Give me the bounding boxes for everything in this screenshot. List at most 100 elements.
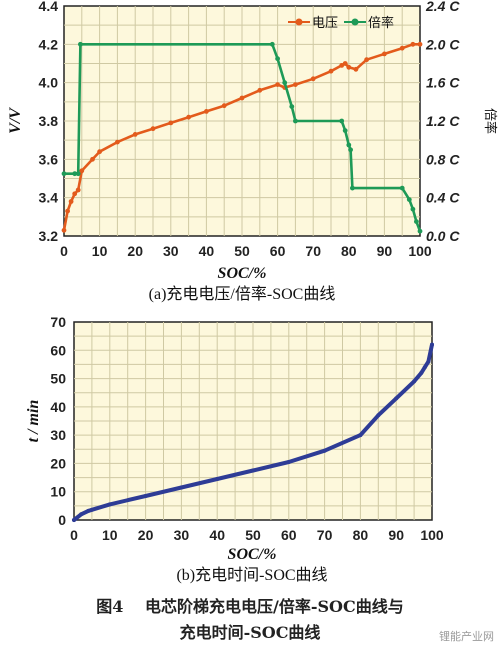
y-tick-label: 70 [50, 314, 66, 330]
ticks-b: 0 10 20 30 40 50 60 70 80 90 100 0 10 20 30 40 50 60 70 [50, 314, 443, 543]
data-point [426, 359, 431, 364]
y2-tick-label: 2.0 C [425, 36, 460, 52]
x-tick-label: 30 [163, 243, 179, 259]
x-tick-label: 60 [270, 243, 286, 259]
x-tick-label: 90 [377, 243, 393, 259]
data-point [328, 68, 334, 74]
y2-tick-label: 0.0 C [426, 228, 460, 244]
data-point [342, 128, 348, 134]
y-tick-label: 3.6 [39, 151, 59, 167]
data-point [406, 197, 412, 203]
data-point [376, 413, 381, 418]
data-point [422, 365, 427, 370]
data-point [79, 168, 85, 174]
data-point [417, 41, 423, 47]
data-point [419, 370, 424, 375]
legend-rate-marker [351, 18, 359, 26]
data-point [342, 61, 348, 66]
data-point [399, 185, 405, 191]
figure-caption-line2: 充电时间-SOC曲线 [180, 623, 321, 642]
x-tick-label: 80 [353, 527, 369, 543]
y-tick-label: 60 [50, 342, 66, 358]
y2-tick-label: 1.6 C [426, 75, 460, 91]
data-point [289, 104, 295, 109]
data-point [346, 64, 352, 70]
x-tick-label: 10 [92, 243, 108, 259]
series-a [61, 41, 423, 234]
data-point [430, 342, 434, 347]
data-point [132, 132, 138, 137]
data-point [339, 63, 345, 68]
x-tick-label: 0 [60, 243, 68, 259]
y2-tick-label: 2.4 C [425, 0, 460, 14]
x-tick-label: 20 [138, 527, 154, 543]
y-tick-label: 0 [58, 512, 66, 528]
y-axis-label-a: V/V [7, 107, 24, 134]
grid-a [64, 6, 420, 236]
chart-b: 0 10 20 30 40 50 60 70 80 90 100 0 10 20 30 40 50 60 70 t … [25, 314, 444, 584]
ticks-a: 0 10 20 30 40 50 60 70 80 90 100 3.2 3.4 3.6 3.8 4.0 4.2… [39, 0, 461, 259]
data-point [293, 118, 298, 124]
data-point [79, 512, 84, 517]
y-tick-label: 30 [50, 427, 66, 443]
x-axis-label-a: SOC/% [218, 265, 267, 282]
data-point [410, 206, 416, 212]
x-tick-label: 100 [408, 243, 432, 259]
y-tick-label: 3.4 [39, 190, 59, 206]
y-tick-label: 4.2 [39, 36, 59, 52]
x-tick-label: 30 [174, 527, 190, 543]
data-point [399, 45, 405, 51]
data-point [364, 57, 369, 63]
data-point [417, 228, 423, 234]
data-point [282, 80, 288, 86]
y-tick-label: 10 [50, 484, 66, 500]
data-point [89, 507, 94, 512]
x-tick-label: 40 [209, 527, 225, 543]
data-point [310, 76, 316, 82]
y2-tick-label: 1.2 C [426, 113, 460, 129]
data-point [293, 82, 298, 87]
data-point [346, 142, 352, 148]
x-tick-label: 70 [305, 243, 321, 259]
data-point [257, 87, 263, 93]
data-point [358, 433, 363, 438]
data-point [150, 126, 156, 132]
data-point [65, 208, 70, 214]
data-point [239, 95, 245, 101]
grid-b [74, 322, 432, 520]
data-point [275, 56, 280, 62]
y-tick-label: 20 [50, 455, 66, 471]
data-point [322, 448, 327, 453]
y-tick-label: 3.8 [39, 113, 59, 129]
x-tick-label: 60 [281, 527, 297, 543]
data-point [72, 171, 78, 177]
figure-caption-line1: 图4 电芯阶梯充电电压/倍率-SOC曲线与 [96, 597, 403, 616]
data-point [412, 379, 417, 384]
data-point [179, 485, 184, 490]
legend-voltage-marker [295, 18, 303, 26]
caption-b: (b)充电时间-SOC曲线 [176, 566, 327, 584]
x-tick-label: 90 [388, 527, 404, 543]
data-point [75, 187, 81, 193]
x-tick-label: 50 [234, 243, 250, 259]
data-point [251, 468, 255, 473]
data-point [78, 41, 83, 47]
y2-tick-label: 0.8 C [426, 151, 460, 167]
caption-a: (a)充电电压/倍率-SOC曲线 [149, 285, 336, 303]
x-tick-label: 40 [199, 243, 215, 259]
data-point [168, 120, 174, 126]
data-point [68, 199, 74, 204]
data-point [414, 219, 419, 225]
watermark: 锂能产业网 [439, 629, 494, 643]
x-tick-label: 100 [420, 527, 444, 543]
y-tick-label: 4.0 [39, 75, 59, 91]
data-point [86, 508, 91, 513]
data-point [394, 396, 399, 401]
data-point [350, 185, 355, 191]
data-point [221, 103, 227, 109]
y-tick-label: 40 [50, 399, 66, 415]
x-tick-label: 50 [245, 527, 261, 543]
data-point [90, 156, 95, 162]
legend-voltage-label: 电压 [312, 16, 338, 31]
